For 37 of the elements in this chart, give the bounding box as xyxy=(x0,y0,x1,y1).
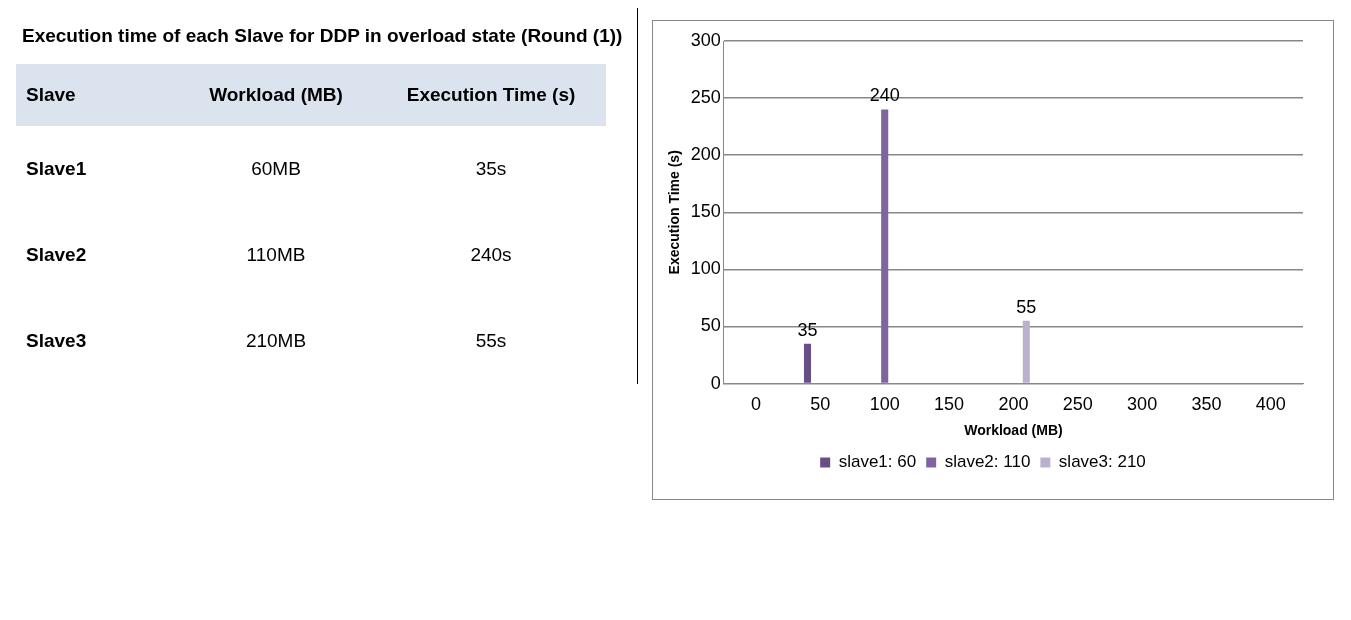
legend-label: slave1: 60 xyxy=(838,452,917,472)
text: 60MB xyxy=(250,157,302,181)
y-tick-label: 200 xyxy=(690,144,721,165)
data-label: 35 xyxy=(797,319,818,340)
y-tick-label: 250 xyxy=(690,87,721,108)
x-tick-label: 200 xyxy=(998,394,1029,415)
text: Slave3 xyxy=(25,329,88,353)
text: 35s xyxy=(474,157,508,181)
y-tick-label: 0 xyxy=(710,372,721,393)
data-label: 55 xyxy=(1016,296,1037,317)
text: Workload (MB) xyxy=(176,64,376,126)
text: 55s xyxy=(474,329,508,353)
text: Slave1 xyxy=(25,157,88,181)
text: Slave xyxy=(16,64,176,126)
data-label: 240 xyxy=(869,85,900,106)
text: Execution time of each Slave for DDP in overload state (Round (1)) xyxy=(21,24,624,48)
x-tick-label: 100 xyxy=(869,394,900,415)
legend-label: slave3: 210 xyxy=(1058,452,1146,472)
y-tick-label: 300 xyxy=(690,29,721,50)
x-tick-label: 400 xyxy=(1255,394,1286,415)
text: 240s xyxy=(469,243,513,267)
y-axis-title: Execution Time (s) xyxy=(666,150,683,275)
x-tick-label: 50 xyxy=(810,394,831,415)
x-tick-label: 250 xyxy=(1062,394,1093,415)
x-tick-label: 150 xyxy=(934,394,965,415)
text: 110MB xyxy=(245,243,307,267)
x-tick-label: 350 xyxy=(1191,394,1222,415)
y-tick-label: 150 xyxy=(690,201,721,222)
text: 210MB xyxy=(244,329,308,353)
x-tick-label: 0 xyxy=(751,394,762,415)
x-tick-label: 300 xyxy=(1127,394,1158,415)
y-tick-label: 100 xyxy=(690,258,721,279)
y-tick-label: 50 xyxy=(700,315,721,336)
legend-label: slave2: 110 xyxy=(944,452,1031,472)
x-axis-title: Workload (MB) xyxy=(964,422,1063,439)
text: Execution Time (s) xyxy=(376,64,606,126)
text: Slave2 xyxy=(25,243,88,267)
